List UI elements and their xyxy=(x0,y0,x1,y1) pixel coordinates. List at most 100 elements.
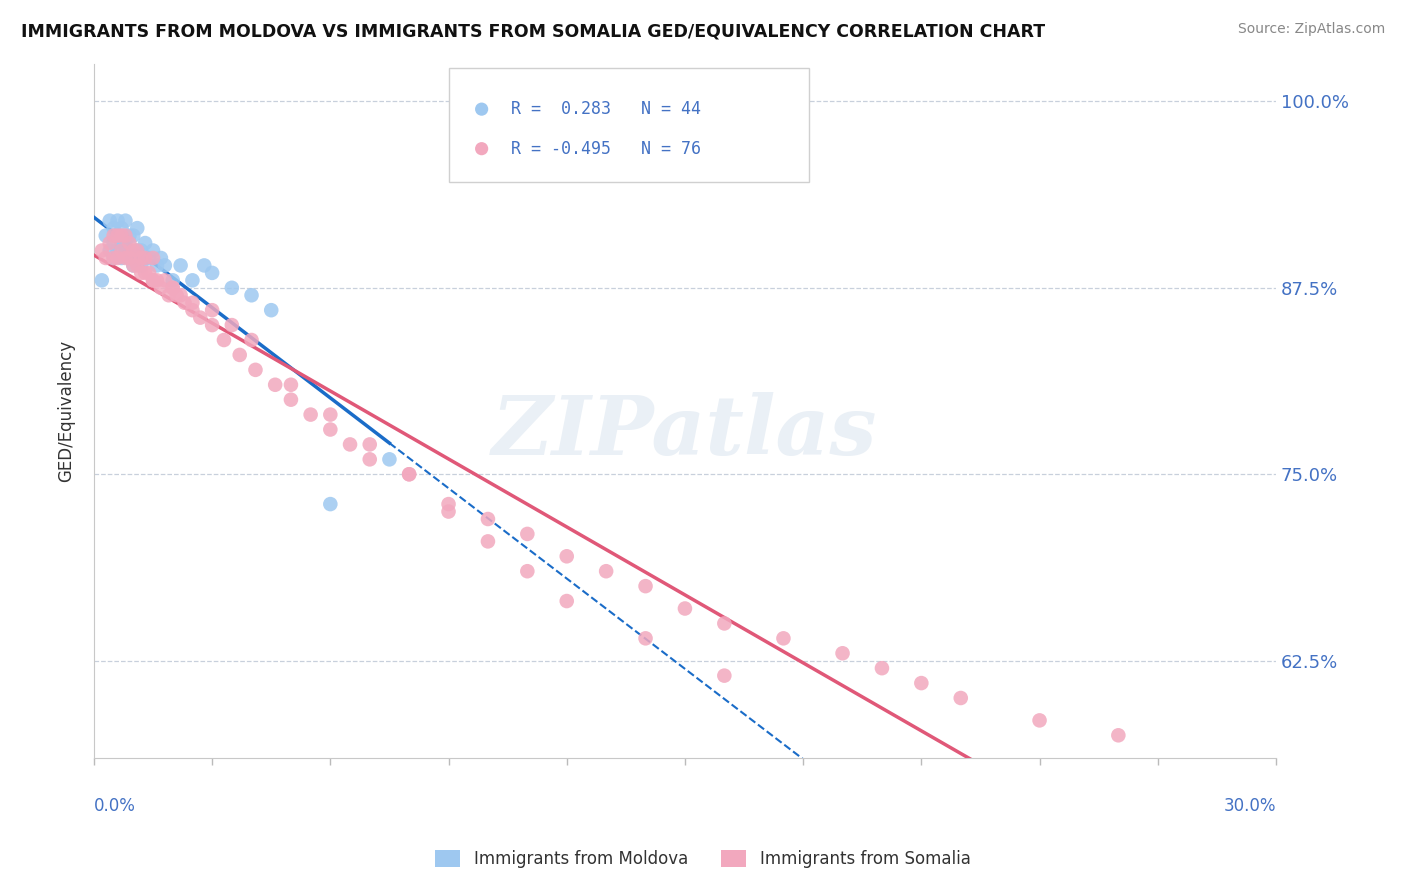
Y-axis label: GED/Equivalency: GED/Equivalency xyxy=(58,340,75,482)
Point xyxy=(212,333,235,347)
Point xyxy=(142,273,165,287)
Point xyxy=(134,266,156,280)
Point xyxy=(181,295,204,310)
Point xyxy=(103,251,125,265)
Point xyxy=(634,632,657,646)
Point xyxy=(127,259,149,273)
Point xyxy=(107,251,129,265)
Point xyxy=(98,235,121,250)
Point xyxy=(157,288,180,302)
Point xyxy=(201,318,224,332)
Point xyxy=(146,259,169,273)
Text: R =  0.283   N = 44: R = 0.283 N = 44 xyxy=(512,100,702,118)
Point xyxy=(114,251,136,265)
Point xyxy=(166,288,188,302)
Text: ZIPatlas: ZIPatlas xyxy=(492,392,877,472)
Point xyxy=(134,251,156,265)
Point xyxy=(103,251,125,265)
Point xyxy=(114,228,136,243)
Legend: Immigrants from Moldova, Immigrants from Somalia: Immigrants from Moldova, Immigrants from… xyxy=(429,843,977,875)
Point xyxy=(870,661,893,675)
Point xyxy=(398,467,420,482)
Point xyxy=(129,259,152,273)
Point xyxy=(127,221,149,235)
Point xyxy=(90,244,112,258)
Point xyxy=(107,228,129,243)
Point xyxy=(264,377,287,392)
Point xyxy=(378,452,401,467)
Point xyxy=(118,228,141,243)
Point xyxy=(201,266,224,280)
Point xyxy=(240,333,263,347)
Point xyxy=(910,676,932,690)
Point xyxy=(555,549,578,564)
Point xyxy=(477,534,499,549)
Point xyxy=(90,273,112,287)
Point xyxy=(181,303,204,318)
Point xyxy=(477,512,499,526)
Point xyxy=(359,437,381,451)
Point xyxy=(169,288,191,302)
Point xyxy=(201,303,224,318)
Text: R = -0.495   N = 76: R = -0.495 N = 76 xyxy=(512,140,702,158)
Point xyxy=(153,273,176,287)
Point xyxy=(122,244,145,258)
Point xyxy=(595,564,617,578)
Point xyxy=(118,251,141,265)
Point xyxy=(103,235,125,250)
Point xyxy=(713,668,735,682)
Point xyxy=(149,281,172,295)
Point xyxy=(1028,714,1050,728)
Point xyxy=(280,377,302,392)
Point xyxy=(122,251,145,265)
Point xyxy=(107,228,129,243)
Point xyxy=(153,259,176,273)
Point xyxy=(127,251,149,265)
Point xyxy=(94,228,117,243)
Text: 30.0%: 30.0% xyxy=(1223,797,1277,814)
FancyBboxPatch shape xyxy=(449,68,808,182)
Point xyxy=(114,235,136,250)
Point xyxy=(107,213,129,227)
Point xyxy=(118,244,141,258)
Point xyxy=(129,266,152,280)
Point xyxy=(516,564,538,578)
Point xyxy=(110,221,132,235)
Point xyxy=(110,244,132,258)
Point xyxy=(142,273,165,287)
Point xyxy=(359,452,381,467)
Point xyxy=(162,281,184,295)
Point xyxy=(142,251,165,265)
Point xyxy=(129,244,152,258)
Point xyxy=(110,228,132,243)
Point xyxy=(339,437,361,451)
Point xyxy=(949,691,972,706)
Point xyxy=(181,273,204,287)
Point xyxy=(134,235,156,250)
Point xyxy=(516,527,538,541)
Point xyxy=(319,497,342,511)
Point xyxy=(110,251,132,265)
Point xyxy=(1375,191,1398,205)
Point xyxy=(319,408,342,422)
Point xyxy=(122,259,145,273)
Point xyxy=(188,310,211,325)
Point xyxy=(437,497,460,511)
Point xyxy=(260,303,283,318)
Point xyxy=(138,251,160,265)
Point xyxy=(103,228,125,243)
Point xyxy=(831,646,853,660)
Point xyxy=(193,259,215,273)
Point xyxy=(127,244,149,258)
Point xyxy=(299,408,322,422)
Point xyxy=(138,266,160,280)
Point xyxy=(122,228,145,243)
Point xyxy=(280,392,302,407)
Text: 0.0%: 0.0% xyxy=(94,797,136,814)
Point xyxy=(129,251,152,265)
Point xyxy=(398,467,420,482)
Point xyxy=(713,616,735,631)
Point xyxy=(146,273,169,287)
Point xyxy=(772,632,794,646)
Text: IMMIGRANTS FROM MOLDOVA VS IMMIGRANTS FROM SOMALIA GED/EQUIVALENCY CORRELATION C: IMMIGRANTS FROM MOLDOVA VS IMMIGRANTS FR… xyxy=(21,22,1045,40)
